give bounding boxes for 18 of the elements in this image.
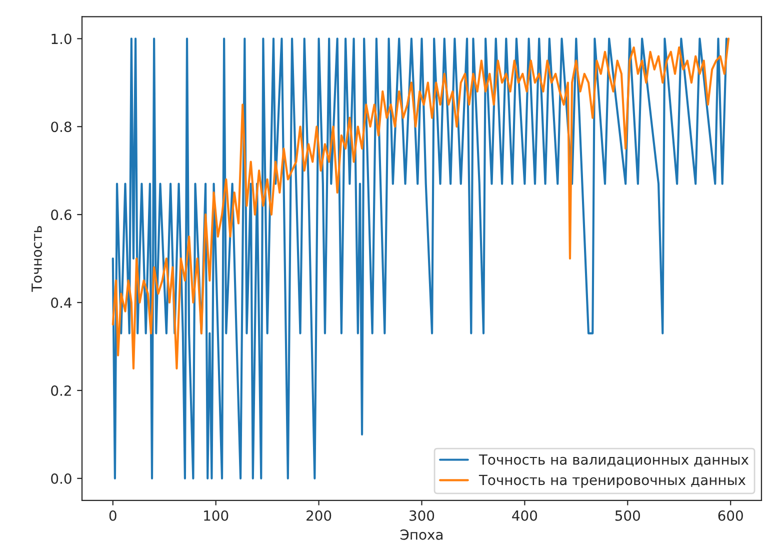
legend-label: Точность на валидационных данных	[478, 454, 749, 467]
y-tick-label: 1.0	[52, 34, 72, 44]
x-tick-label: 100	[204, 510, 228, 521]
y-tick-label: 0.8	[51, 122, 72, 132]
legend-label: Точность на тренировочных данных	[478, 474, 746, 488]
line-series	[112, 38, 730, 370]
x-axis-title: Эпоха	[400, 529, 442, 540]
y-tick-label: 0.6	[51, 210, 72, 220]
x-tick-label: 200	[306, 510, 332, 521]
x-tick-label: 500	[615, 510, 640, 521]
y-axis-title: Точность	[32, 226, 42, 292]
y-tick-label: 0.4	[51, 297, 72, 308]
x-tick-label: 300	[410, 510, 434, 521]
y-tick-label: 0.0	[51, 473, 72, 484]
y-tick-label: 0.2	[51, 385, 71, 396]
x-tick-label: 400	[512, 510, 538, 521]
x-tick-label: 0	[109, 510, 116, 521]
x-tick-label: 600	[718, 510, 743, 521]
